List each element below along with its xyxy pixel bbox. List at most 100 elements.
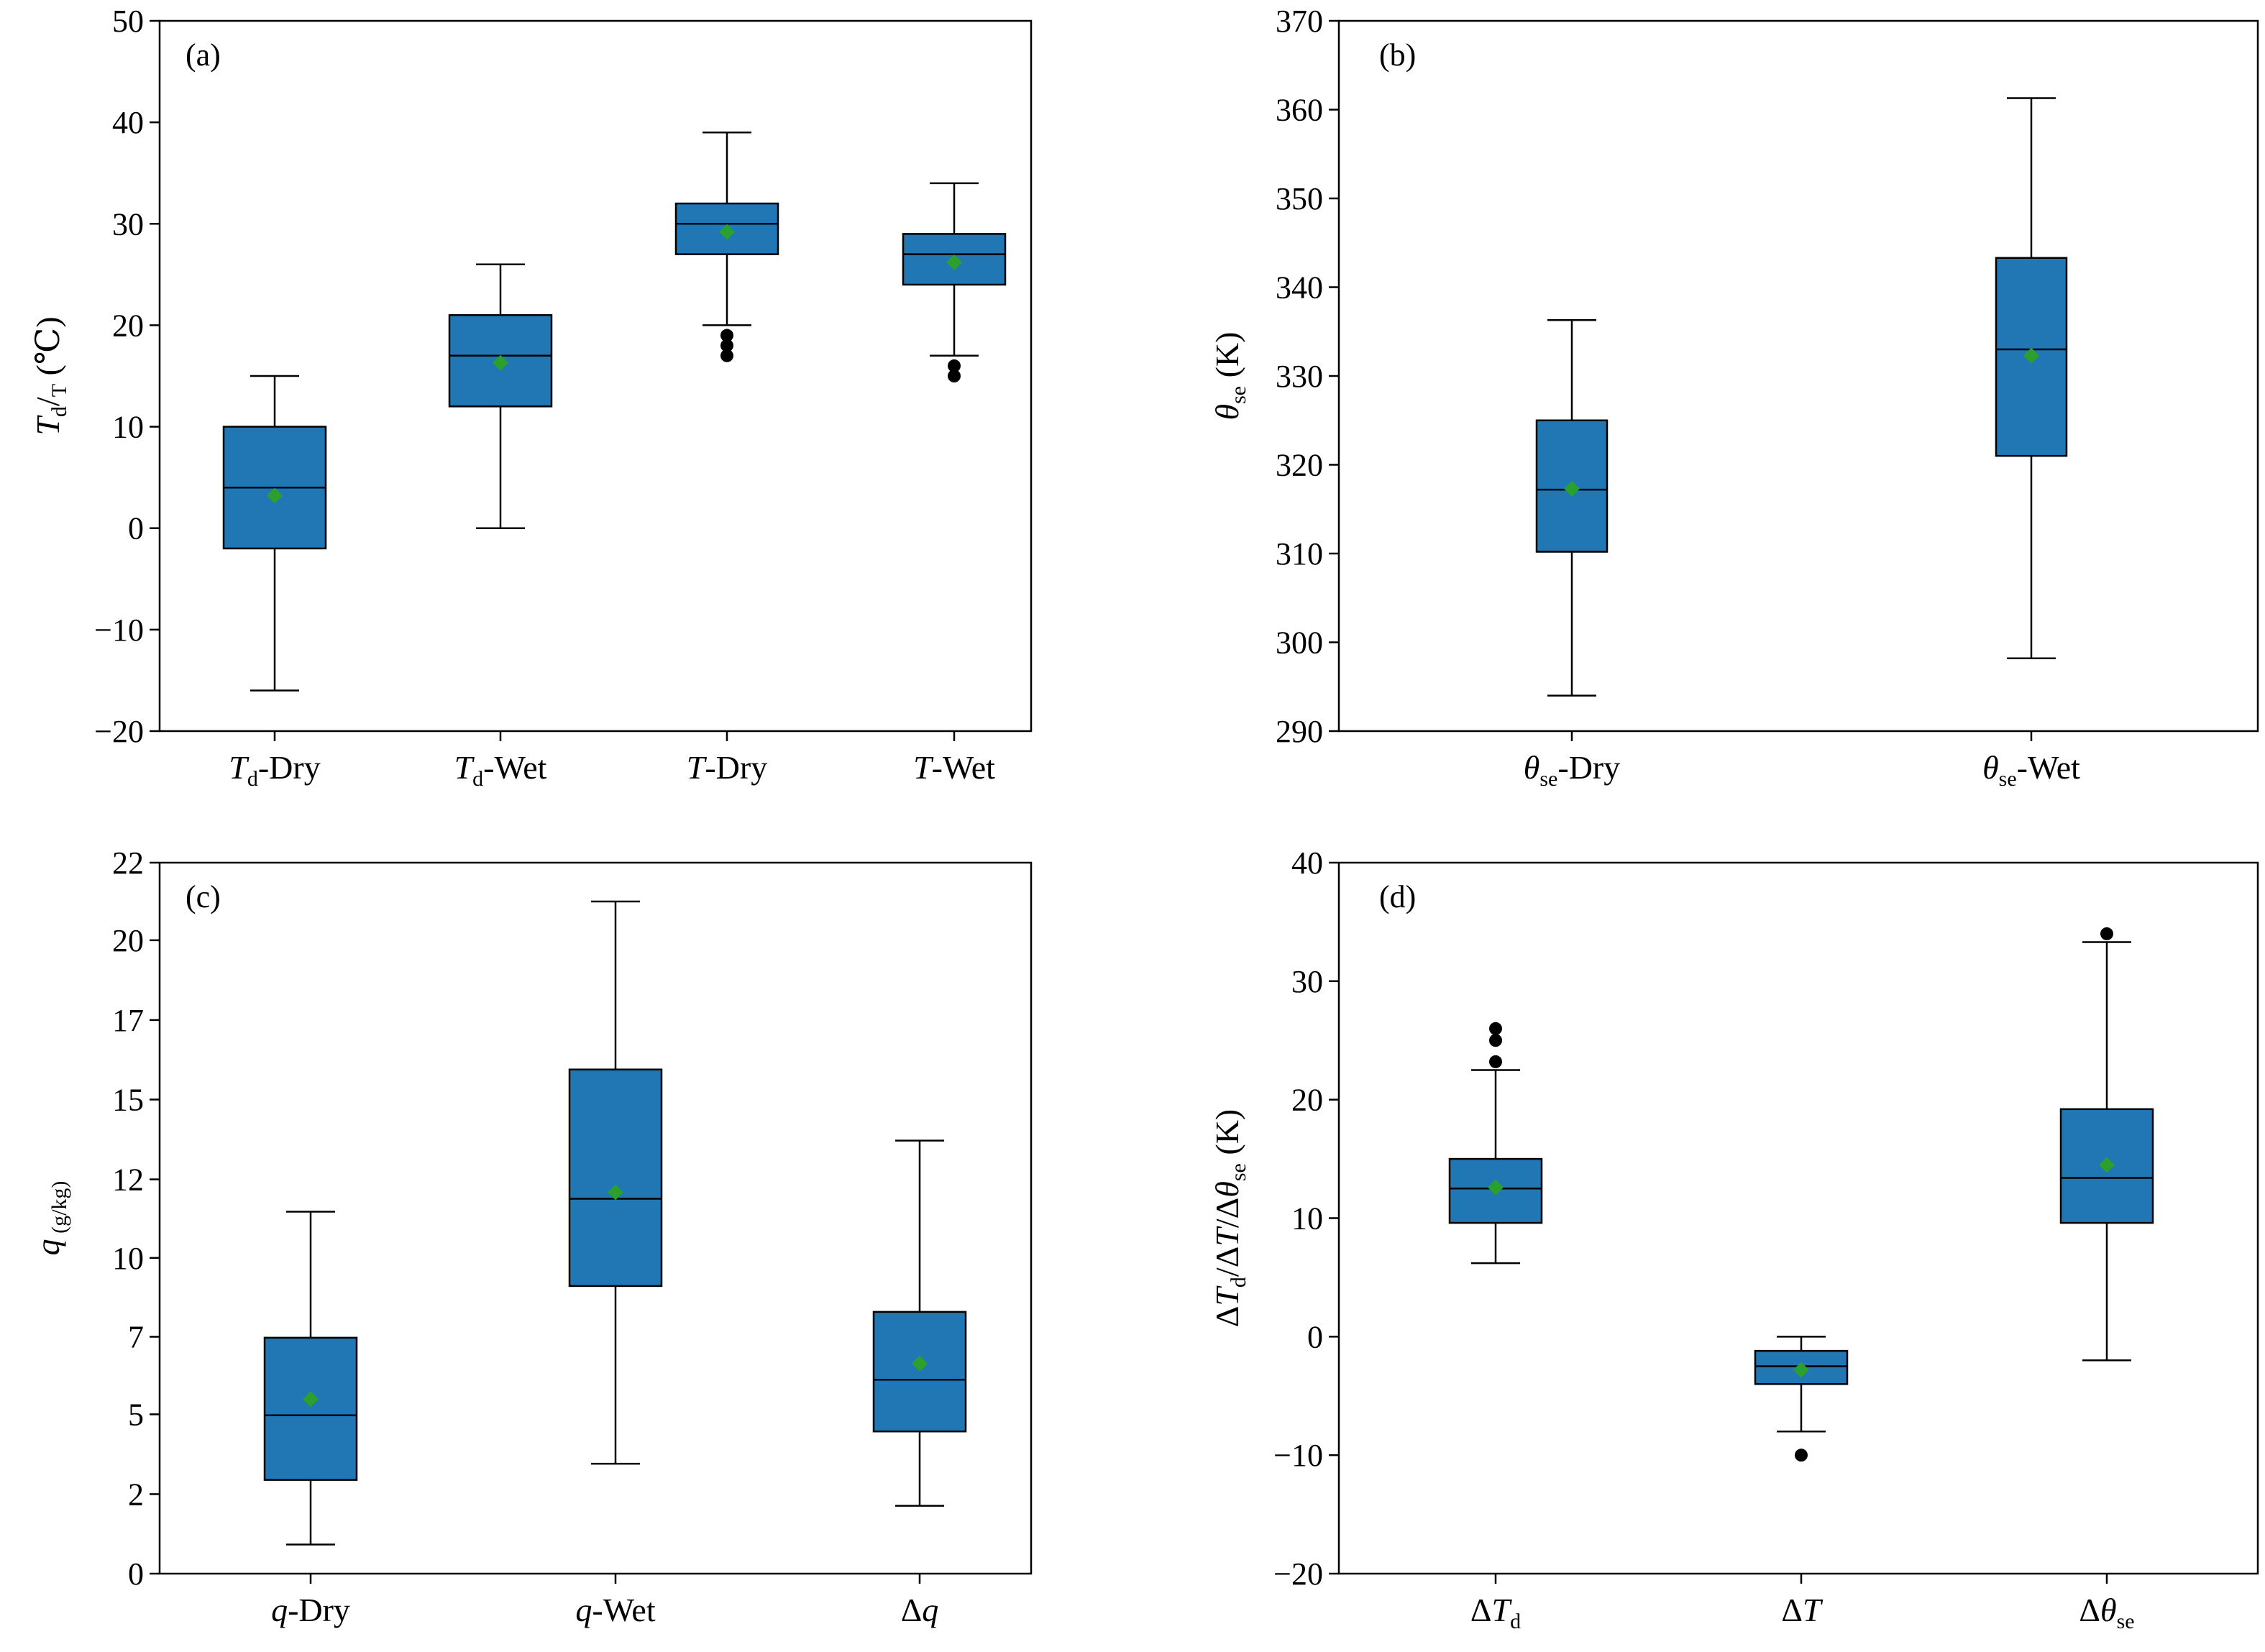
y-tick-label: 50 [112,4,144,39]
iqr-box [568,1068,663,1288]
y-tick-label: 30 [112,206,144,242]
mean-marker [303,1391,319,1408]
y-tick-label: 5 [128,1397,144,1432]
outlier-point [720,329,733,342]
y-axis-label: q (g/kg) [29,1181,71,1256]
y-tick-label: 10 [112,410,144,445]
box-1: Td-Dry [222,375,327,791]
y-tick-label: −20 [94,714,144,749]
box-3: Δq [872,1139,967,1628]
y-tick-label: 20 [1291,1083,1323,1118]
panel-b: 290 300 310 320 330 340 350 360 370 θse (K) (b) θse… [1209,4,2259,791]
outlier-point [1489,1022,1502,1035]
x-category-label: Δq [901,1592,939,1628]
box-1: θse-Dry [1524,318,1620,791]
plot-frame [158,19,1033,733]
y-tick-label: 300 [1276,625,1323,661]
x-category-label: θse-Wet [1982,749,2080,791]
mean-marker [2099,1157,2115,1173]
panel-c: 0 2 5 7 10 12 15 17 20 22 q (g/kg) (c) q-Dry q-Wet Δq [29,845,1033,1628]
x-category-label: Td-Dry [229,749,320,791]
y-tick-label: −10 [1273,1438,1323,1473]
mean-marker [1793,1362,1809,1378]
box-1: ΔTd [1448,1022,1543,1633]
x-category-label: Δθse [2079,1592,2134,1633]
x-category-label: Td-Wet [454,749,547,791]
box-2: θse-Wet [1982,97,2080,791]
y-tick-label: 0 [1307,1319,1323,1354]
y-tick-label: 12 [112,1162,144,1198]
y-tick-label: 40 [1291,845,1323,881]
panel-label: (c) [186,879,221,914]
x-category-label: T-Wet [913,749,995,786]
outlier-point [948,370,961,382]
panel-a: −20 −10 0 10 20 30 40 50 Td/T (℃) (a) Td-Dry Td-Wet… [29,4,1033,791]
box-2: Td-Wet [448,263,553,791]
y-tick-label: 290 [1276,714,1323,749]
outlier-point [2100,927,2113,940]
iqr-box [872,1311,967,1433]
panel-label: (d) [1379,879,1416,914]
mean-marker [2023,347,2039,364]
mean-marker [608,1184,623,1201]
y-tick-label: 370 [1276,4,1323,39]
outlier-point [1489,1034,1502,1047]
plot-frame [158,861,1033,1575]
y-tick-label: 20 [112,923,144,958]
y-axis-label: Td/T (℃) [29,316,71,435]
iqr-box [902,233,1007,286]
mean-marker [946,254,962,270]
mean-marker [912,1355,928,1372]
box-2: q-Wet [568,900,663,1628]
x-category-label: q-Wet [575,1592,655,1628]
box-3: T-Dry [674,132,779,786]
y-tick-label: 360 [1276,93,1323,128]
iqr-box [448,314,553,408]
y-tick-label: 320 [1276,448,1323,483]
y-tick-label: 350 [1276,181,1323,216]
panel-d: −20 −10 0 10 20 30 40 ΔTd/ΔT/Δθse (K) (d) ΔTd ΔT Δθ… [1209,845,2259,1633]
x-category-label: q-Dry [271,1592,350,1628]
y-tick-label: 340 [1276,270,1323,306]
box-2: ΔT [1754,1336,1849,1628]
mean-marker [493,354,508,371]
outlier-point [1795,1449,1808,1462]
y-tick-label: 40 [112,105,144,140]
x-category-label: ΔT [1781,1592,1824,1628]
y-tick-label: 7 [128,1319,144,1354]
box-3: Δθse [2059,927,2154,1633]
y-tick-label: 10 [1291,1201,1323,1236]
y-tick-label: −20 [1273,1556,1323,1592]
x-category-label: θse-Dry [1524,749,1620,791]
y-tick-label: 17 [112,1003,144,1038]
y-tick-label: 0 [128,1556,144,1592]
iqr-box [263,1336,358,1481]
box-4: T-Wet [902,182,1007,786]
y-tick-label: 20 [112,308,144,343]
y-tick-label: −10 [94,612,144,648]
y-axis-label: θse (K) [1209,332,1250,421]
outlier-point [1489,1055,1502,1068]
panel-label: (a) [186,37,221,73]
outlier-point [948,359,961,372]
mean-marker [1488,1179,1504,1196]
y-tick-label: 10 [112,1241,144,1276]
mean-marker [719,224,735,240]
y-tick-label: 330 [1276,359,1323,394]
y-tick-label: 30 [1291,964,1323,999]
outlier-point [720,339,733,352]
y-axis-label: ΔTd/ΔT/Δθse (K) [1209,1109,1250,1328]
outlier-point [720,349,733,362]
panel-label: (b) [1379,37,1416,73]
mean-marker [267,487,283,504]
y-tick-label: 15 [112,1083,144,1118]
mean-marker [1564,480,1580,497]
plot-frame [1337,19,2259,733]
y-tick-label: 2 [128,1477,144,1512]
y-tick-label: 310 [1276,536,1323,572]
x-category-label: T-Dry [687,749,767,786]
box-1: q-Dry [263,1211,358,1628]
y-tick-label: 22 [112,845,144,881]
y-tick-label: 0 [128,511,144,546]
